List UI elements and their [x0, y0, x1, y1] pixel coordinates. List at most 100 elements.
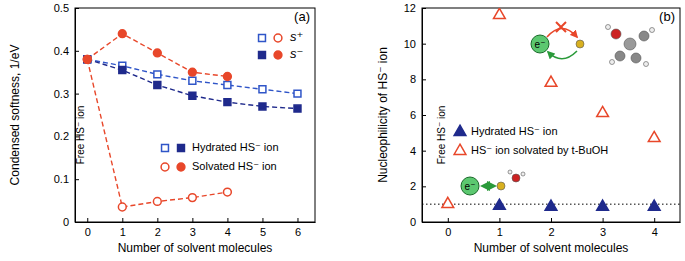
- y-tick: 0.4: [54, 45, 79, 57]
- series-line: [87, 59, 227, 207]
- data-point: [188, 68, 196, 76]
- y-tick: 12: [404, 2, 426, 14]
- data-point: [189, 77, 196, 84]
- series-line: [87, 59, 297, 108]
- data-point: [83, 55, 91, 63]
- x-tick: 3: [190, 218, 196, 238]
- key-label: s⁻: [290, 46, 303, 61]
- data-point: [118, 203, 126, 211]
- data-point: [545, 200, 557, 210]
- legend-marker: [177, 163, 185, 171]
- x-tick: 0: [85, 218, 91, 238]
- x-tick-mark: [297, 218, 298, 222]
- data-point: [154, 71, 161, 78]
- x-tick-label: 2: [548, 226, 554, 238]
- data-point: [494, 199, 506, 209]
- x-tick: 1: [497, 218, 503, 238]
- data-point: [224, 82, 231, 89]
- carbon-atom: [631, 53, 641, 63]
- x-axis: 0 1 2 3 4 5 6: [76, 218, 316, 238]
- legend-marker: [161, 163, 169, 171]
- y-tick-label: 2: [410, 180, 416, 192]
- x-tick-label: 4: [652, 226, 658, 238]
- y-tick-label: 6: [410, 109, 416, 121]
- data-point: [259, 103, 266, 110]
- y-tick-mark: [422, 44, 426, 45]
- series-line: [87, 59, 297, 93]
- legend-label: Hydrated HS⁻ ion: [471, 125, 558, 137]
- x-tick-mark: [157, 218, 158, 222]
- x-tick-mark: [227, 218, 228, 222]
- legend: Hydrated HS⁻ ion HS⁻ ion solvated by t-Bu…: [454, 125, 608, 156]
- data-point: [223, 188, 231, 196]
- y-tick-label: 0.5: [54, 2, 69, 14]
- plot-area: [83, 30, 301, 211]
- x-tick-label: 0: [445, 226, 451, 238]
- data-point: [259, 86, 266, 93]
- data-point: [648, 131, 660, 141]
- y-tick-label: 0.4: [54, 45, 69, 57]
- y-tick-mark: [422, 186, 426, 187]
- legend-marker: [454, 125, 466, 135]
- hydrogen-atom: [650, 28, 655, 33]
- data-point: [154, 82, 161, 89]
- legend-marker: [178, 145, 185, 152]
- x-tick-label: 5: [260, 226, 266, 238]
- y-tick-label: 0: [410, 216, 416, 228]
- y-tick: 6: [410, 109, 426, 121]
- y-axis-label: Condensed softness, 1/eV: [8, 45, 22, 186]
- x-tick-mark: [654, 218, 655, 222]
- y-tick-mark: [422, 115, 426, 116]
- arrow: [482, 185, 495, 187]
- y-tick: 8: [410, 73, 426, 85]
- x-axis-line: [423, 222, 681, 223]
- x-tick-label: 1: [497, 226, 503, 238]
- data-point: [119, 67, 126, 74]
- data-point: [189, 92, 196, 99]
- y-tick-mark: [75, 51, 79, 52]
- data-point: [223, 73, 231, 81]
- electron-icon: [531, 35, 549, 53]
- legend-label: HS⁻ ion solvated by t-BuOH: [471, 144, 608, 156]
- x-tick-mark: [122, 218, 123, 222]
- y-tick-mark: [422, 79, 426, 80]
- data-point: [83, 55, 91, 63]
- sulfur-atom: [576, 40, 584, 48]
- y-tick: 0: [410, 216, 426, 228]
- hydrogen-atom: [610, 60, 615, 65]
- y-tick-label: 10: [404, 38, 416, 50]
- y-tick-label: 8: [410, 73, 416, 85]
- y-tick: 0.3: [54, 88, 79, 100]
- x-tick-label: 4: [225, 226, 231, 238]
- x-tick: 3: [600, 218, 606, 238]
- carbon-atom: [624, 38, 636, 50]
- y-tick-label: 0.1: [54, 173, 69, 185]
- y-tick-mark: [75, 94, 79, 95]
- x-tick-label: 1: [120, 226, 126, 238]
- x-axis-line: [76, 222, 316, 223]
- x-tick-label: 6: [295, 226, 301, 238]
- electron-label: e⁻: [465, 181, 476, 192]
- data-point: [188, 194, 196, 202]
- x-tick: 1: [120, 218, 126, 238]
- x-tick: 2: [155, 218, 161, 238]
- y-tick-mark: [422, 222, 426, 223]
- x-tick: 6: [295, 218, 301, 238]
- y-tick-label: 4: [410, 145, 416, 157]
- data-point: [648, 200, 660, 210]
- x-tick-mark: [499, 218, 500, 222]
- plot-frame: [75, 8, 315, 222]
- panel-title: (b): [659, 9, 675, 24]
- oxygen-atom: [512, 174, 520, 182]
- cross: [556, 22, 566, 32]
- key-marker: [274, 51, 282, 59]
- key-marker: [259, 35, 266, 42]
- y-tick-mark: [75, 222, 79, 223]
- data-point: [442, 197, 454, 207]
- hydrogen-atom: [606, 25, 611, 30]
- data-point: [224, 99, 231, 106]
- panel: 01234024681012Number of solvent molecule…: [376, 2, 680, 255]
- legend-marker: [162, 145, 169, 152]
- data-point: [597, 200, 609, 210]
- data-point: [294, 105, 301, 112]
